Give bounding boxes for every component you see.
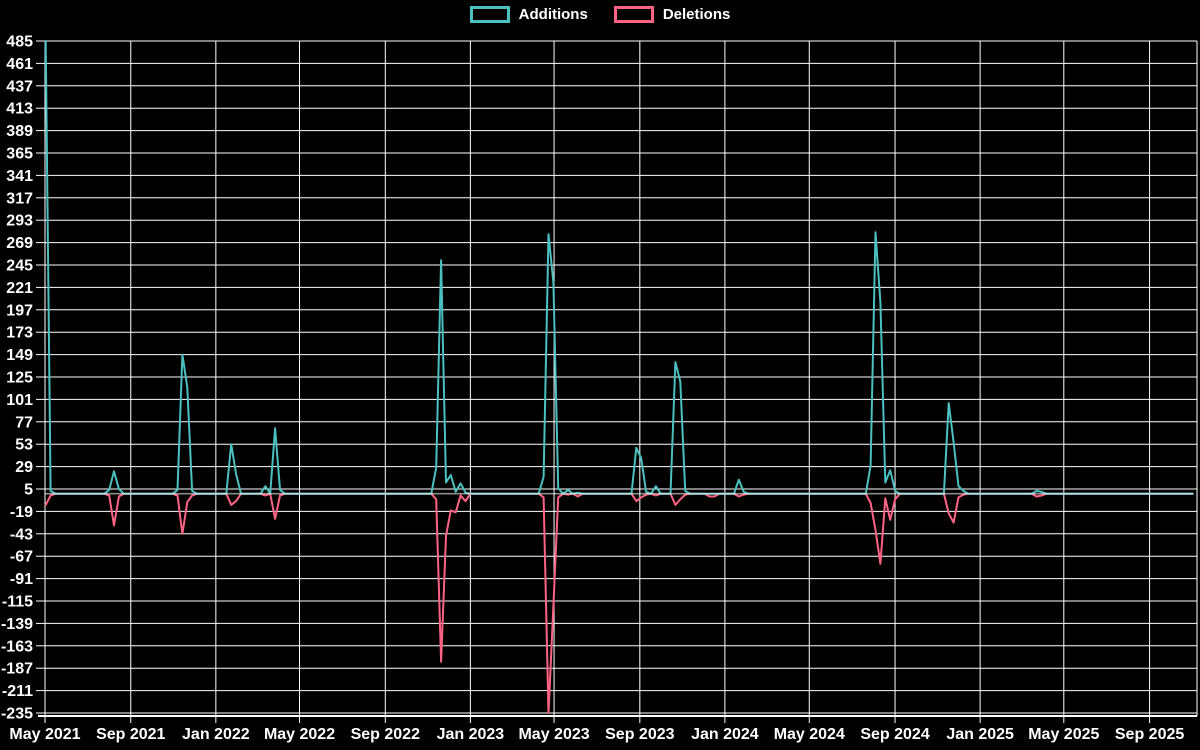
x-tick-label: Jan 2025 — [946, 726, 1014, 743]
y-tick-label: 197 — [6, 302, 33, 319]
x-tick-label: Sep 2021 — [96, 726, 165, 743]
y-tick-label: 101 — [6, 392, 33, 409]
y-tick-label: -19 — [10, 504, 33, 521]
legend-item-deletions[interactable]: Deletions — [613, 6, 731, 23]
x-tick-label: Sep 2022 — [351, 726, 420, 743]
y-tick-label: 389 — [6, 123, 33, 140]
y-tick-label: -91 — [10, 571, 33, 588]
y-tick-label: 365 — [6, 146, 33, 163]
y-tick-label: -139 — [1, 616, 33, 633]
y-tick-label: 269 — [6, 235, 33, 252]
additions-legend-label[interactable]: Additions — [518, 6, 588, 23]
x-tick-label: May 2024 — [774, 726, 845, 743]
y-tick-label: 125 — [6, 370, 33, 387]
x-tick-label: May 2023 — [518, 726, 589, 743]
y-tick-label: 5 — [24, 482, 33, 499]
x-tick-label: May 2022 — [264, 726, 335, 743]
additions-legend-swatch[interactable] — [469, 6, 510, 23]
y-tick-label: -67 — [10, 549, 33, 566]
y-tick-label: 29 — [15, 459, 33, 476]
y-tick-label: 293 — [6, 213, 33, 230]
y-tick-label: 173 — [6, 325, 33, 342]
legend-item-additions[interactable]: Additions — [469, 6, 588, 23]
y-tick-label: 485 — [6, 34, 33, 51]
y-tick-label: -211 — [2, 683, 33, 700]
deletions-legend-swatch[interactable] — [613, 6, 654, 23]
y-tick-label: -163 — [1, 638, 33, 655]
y-tick-label: 53 — [15, 437, 33, 454]
x-tick-label: May 2021 — [9, 726, 80, 743]
y-tick-label: 413 — [6, 101, 33, 118]
y-tick-label: -115 — [2, 594, 33, 611]
x-tick-label: May 2025 — [1028, 726, 1099, 743]
axis-labels: 485 461 437 413 389 365 341 317 293 269 245 221 197 1… — [1, 34, 1184, 744]
x-tick-label: Jan 2024 — [691, 726, 759, 743]
axes — [36, 40, 1198, 723]
y-tick-label: 245 — [6, 258, 33, 275]
y-tick-label: 437 — [6, 78, 33, 95]
x-tick-label: Jan 2022 — [182, 726, 250, 743]
x-tick-label: Sep 2025 — [1115, 726, 1184, 743]
y-tick-label: 149 — [6, 347, 33, 364]
x-tick-label: Jan 2023 — [437, 726, 505, 743]
deletions-legend-label[interactable]: Deletions — [662, 6, 731, 23]
y-tick-label: 461 — [6, 56, 33, 73]
y-tick-label: 341 — [6, 168, 33, 185]
y-tick-label: -43 — [10, 526, 33, 543]
y-tick-label: 221 — [6, 280, 33, 297]
chart-legend: Additions Deletions — [0, 6, 1200, 23]
x-tick-label: Sep 2023 — [605, 726, 674, 743]
y-tick-label: 77 — [15, 414, 33, 431]
y-tick-label: 317 — [6, 190, 33, 207]
y-tick-label: -235 — [1, 706, 33, 723]
x-tick-label: Sep 2024 — [860, 726, 929, 743]
y-tick-label: -187 — [1, 661, 33, 678]
